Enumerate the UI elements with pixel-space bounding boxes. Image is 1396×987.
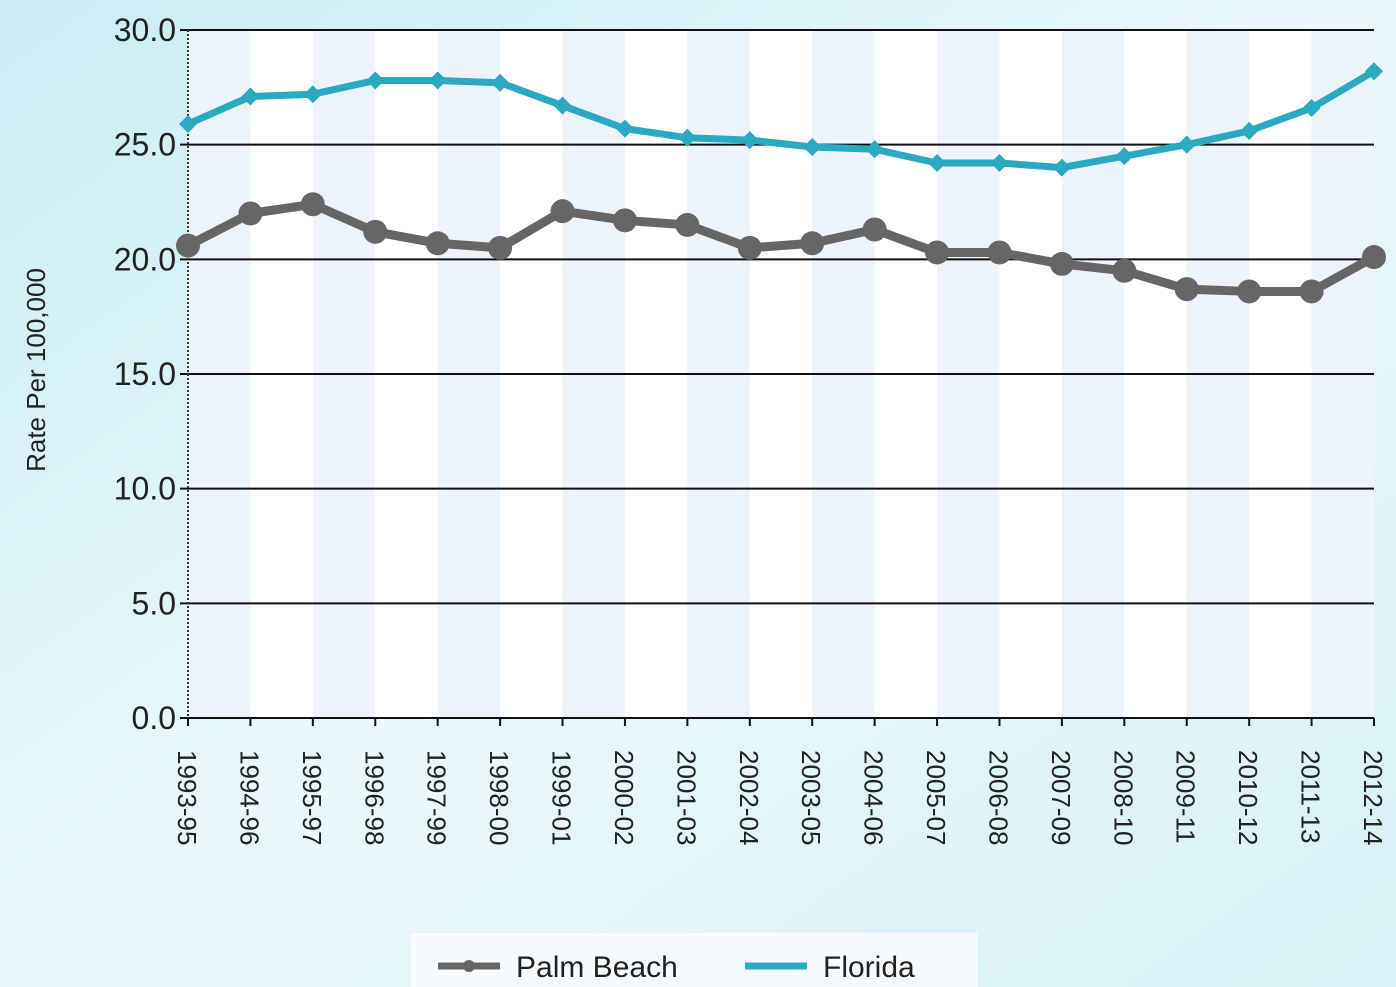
y-tick-label: 15.0 <box>114 356 176 392</box>
point <box>612 208 637 233</box>
y-axis-label: Rate Per 100,000 <box>21 268 51 472</box>
point <box>488 235 513 260</box>
x-tick-label: 1998-00 <box>484 750 514 845</box>
y-tick-label: 30.0 <box>114 12 176 48</box>
point <box>363 219 388 244</box>
x-tick-label: 2002-04 <box>734 750 764 845</box>
y-tick-label: 0.0 <box>132 700 176 736</box>
x-tick-label: 1996-98 <box>359 750 389 845</box>
y-tick-label: 20.0 <box>114 241 176 277</box>
y-tick-label: 5.0 <box>132 585 176 621</box>
point <box>1052 158 1071 177</box>
x-tick-label: 2006-08 <box>983 750 1013 845</box>
point <box>1112 258 1137 283</box>
point <box>1115 147 1134 166</box>
point <box>862 217 887 242</box>
point <box>428 71 447 90</box>
x-tick-label: 2010-12 <box>1233 750 1263 845</box>
point <box>925 240 950 265</box>
point <box>740 131 759 150</box>
y-tick-label: 10.0 <box>114 471 176 507</box>
point <box>987 240 1012 265</box>
point <box>238 201 263 226</box>
x-tick-label: 2011-13 <box>1296 750 1326 844</box>
x-tick-label: 2012-14 <box>1358 750 1388 845</box>
point <box>425 231 450 256</box>
point <box>1240 121 1259 140</box>
legend-swatch <box>463 960 475 972</box>
point <box>803 137 822 156</box>
x-tick-label: 2007-09 <box>1046 750 1076 845</box>
x-tick-label: 2009-11 <box>1171 750 1201 844</box>
x-tick-label: 2000-02 <box>609 750 639 845</box>
y-tick-label: 25.0 <box>114 127 176 163</box>
point <box>300 192 325 217</box>
x-tick-label: 2001-03 <box>671 750 701 845</box>
point <box>615 119 634 138</box>
point <box>1237 279 1262 304</box>
point <box>1299 279 1324 304</box>
point <box>553 96 572 115</box>
x-tick-label: 1995-97 <box>297 750 327 845</box>
point <box>1365 62 1383 81</box>
x-tick-label: 2003-05 <box>796 750 826 845</box>
x-tick-label: 1999-01 <box>547 750 577 845</box>
legend-label: Florida <box>823 951 915 984</box>
point <box>1302 98 1321 117</box>
legend <box>409 931 979 987</box>
point <box>1177 135 1196 154</box>
x-tick-label: 2005-07 <box>921 750 951 845</box>
point <box>675 212 700 237</box>
legend-label: Palm Beach <box>516 951 678 984</box>
point <box>303 85 322 104</box>
point <box>1362 245 1386 270</box>
point <box>366 71 385 90</box>
point <box>990 154 1009 173</box>
point <box>800 231 825 256</box>
x-tick-label: 1994-96 <box>234 750 264 845</box>
series-line <box>186 68 1376 172</box>
point <box>928 154 947 173</box>
point <box>1174 277 1199 302</box>
x-tick-label: 1993-95 <box>172 750 202 845</box>
point <box>678 128 697 147</box>
point <box>179 115 197 134</box>
point <box>241 87 260 106</box>
x-tick-label: 1997-99 <box>422 750 452 845</box>
point <box>491 73 510 92</box>
x-tick-label: 2004-06 <box>859 750 889 845</box>
point <box>176 233 200 258</box>
point <box>737 235 762 260</box>
point <box>550 199 575 224</box>
point <box>1049 251 1074 276</box>
point <box>865 140 884 159</box>
x-tick-label: 2008-10 <box>1108 750 1138 845</box>
